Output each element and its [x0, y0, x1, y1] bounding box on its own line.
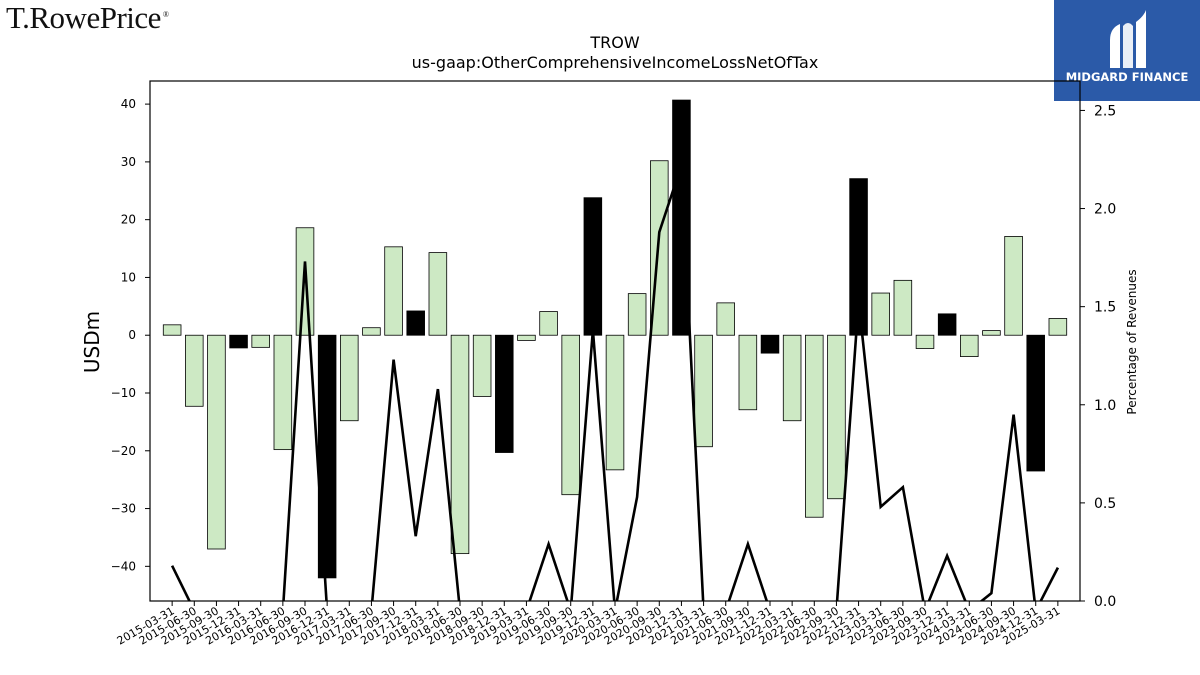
bar-2018-03-31	[428, 252, 448, 336]
bar-2020-06-30	[627, 293, 647, 336]
y-tick-label: 20	[121, 213, 136, 227]
y2-tick-label: 1.0	[1094, 398, 1116, 414]
bar-2023-03-31	[871, 292, 890, 336]
midgard-finance-logo: MIDGARD FINANCE	[1054, 0, 1200, 101]
bar-2017-03-31	[340, 334, 359, 422]
y-tick-label: 40	[121, 97, 136, 111]
y-tick-label: 30	[121, 155, 136, 169]
bar-2016-12-31	[317, 334, 337, 579]
bar-2016-06-30	[273, 334, 293, 451]
bar-2017-12-31	[406, 310, 425, 336]
y-tick-label: −10	[111, 386, 136, 400]
bar-2022-12-31	[849, 178, 868, 336]
y-tick-label: −40	[111, 559, 136, 573]
y2-axis-label: Percentage of Revenues	[1125, 269, 1139, 414]
y2-tick-label: 2.5	[1094, 103, 1116, 119]
bar-2021-06-30	[716, 302, 735, 336]
bar-2018-12-31	[495, 334, 514, 453]
bar-2021-12-31	[760, 334, 780, 354]
bar-2018-06-30	[450, 334, 470, 555]
bar-2023-06-30	[893, 279, 913, 336]
bar-2022-09-30	[827, 334, 846, 500]
midgard-emblem-icon	[1110, 10, 1146, 68]
bar-2015-03-31	[162, 324, 182, 336]
chart-title: TROW	[589, 33, 639, 52]
axes-layer: −40−30−20−100102030400.00.51.01.52.02.52…	[111, 80, 1116, 648]
bar-2015-09-30	[207, 334, 226, 550]
y-tick-label: −30	[111, 502, 136, 516]
bar-2020-03-31	[605, 334, 625, 471]
bar-2024-12-31	[1026, 334, 1045, 472]
midgard-brand-text: MIDGARD FINANCE	[1065, 70, 1189, 84]
bar-2021-09-30	[738, 334, 758, 411]
bar-2024-06-30	[982, 330, 1001, 336]
y-tick-label: 0	[128, 328, 136, 342]
bar-2019-06-30	[539, 311, 558, 336]
y2-tick-label: 0.0	[1094, 594, 1116, 610]
percentage-line	[170, 164, 1060, 601]
bar-2017-06-30	[362, 327, 381, 336]
bar-2019-09-30	[561, 334, 580, 496]
bars-layer	[162, 99, 1068, 579]
bar-2017-09-30	[384, 246, 403, 336]
y2-tick-label: 1.5	[1094, 300, 1116, 316]
bar-2024-09-30	[1004, 236, 1023, 336]
bar-2023-09-30	[915, 334, 935, 349]
bar-2025-03-31	[1048, 318, 1068, 336]
y2-tick-label: 0.5	[1094, 496, 1116, 512]
left-logo-text: T.RowePrice	[6, 0, 161, 35]
bar-2021-03-31	[694, 334, 713, 448]
y-tick-label: 10	[121, 270, 136, 284]
bar-2015-06-30	[185, 334, 204, 407]
registered-mark: ®	[162, 9, 169, 19]
bar-2016-03-31	[251, 334, 270, 348]
y-axis-label: USDm	[80, 311, 104, 373]
bar-2022-03-31	[782, 334, 802, 422]
chart-subtitle: us-gaap:OtherComprehensiveIncomeLossNetO…	[412, 53, 819, 72]
bar-2024-03-31	[960, 334, 979, 358]
bar-2019-12-31	[583, 197, 603, 336]
bar-2019-03-31	[517, 334, 536, 341]
t-rowe-price-logo: T.RowePrice ®	[6, 0, 169, 36]
bar-2022-06-30	[805, 334, 824, 518]
line-layer	[170, 164, 1060, 601]
bar-2023-12-31	[937, 313, 957, 336]
bar-2015-12-31	[229, 334, 248, 349]
bar-2018-09-30	[472, 334, 492, 397]
y-tick-label: −20	[111, 444, 136, 458]
y2-tick-label: 2.0	[1094, 202, 1116, 218]
